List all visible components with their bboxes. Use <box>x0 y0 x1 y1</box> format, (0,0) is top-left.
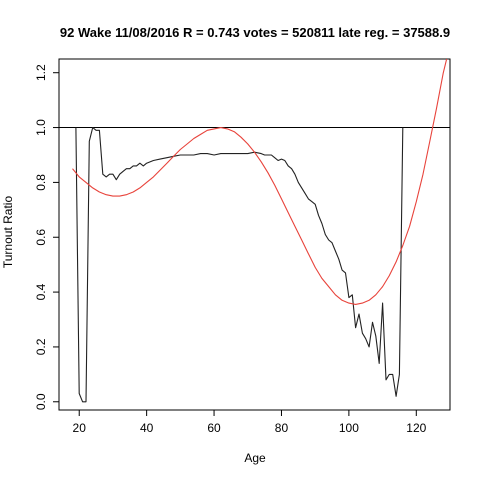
fitted-curve-line <box>72 59 448 305</box>
chart-title: 92 Wake 11/08/2016 R = 0.743 votes = 520… <box>60 25 450 40</box>
y-tick-label: 1.2 <box>34 64 48 81</box>
x-tick-label: 60 <box>207 421 221 435</box>
y-tick-label: 0.6 <box>34 229 48 246</box>
plot-area <box>59 59 450 403</box>
y-axis-label: Turnout Ratio <box>1 196 15 269</box>
y-tick-label: 0.0 <box>34 393 48 410</box>
x-tick-label: 100 <box>339 421 359 435</box>
y-tick-label: 0.4 <box>34 283 48 300</box>
observed-turnout-line <box>75 127 404 403</box>
x-tick-label: 40 <box>140 421 154 435</box>
x-axis-label: Age <box>244 451 266 465</box>
x-tick-label: 20 <box>73 421 87 435</box>
y-tick-label: 0.2 <box>34 338 48 355</box>
x-axis: 20 40 60 80 100 120 <box>73 410 427 435</box>
x-tick-label: 120 <box>406 421 426 435</box>
y-tick-label: 1.0 <box>34 119 48 136</box>
x-tick-label: 80 <box>275 421 289 435</box>
plot-frame <box>58 58 451 411</box>
y-tick-label: 0.8 <box>34 174 48 191</box>
y-axis: 0.0 0.2 0.4 0.6 0.8 1.0 1.2 <box>34 64 59 410</box>
